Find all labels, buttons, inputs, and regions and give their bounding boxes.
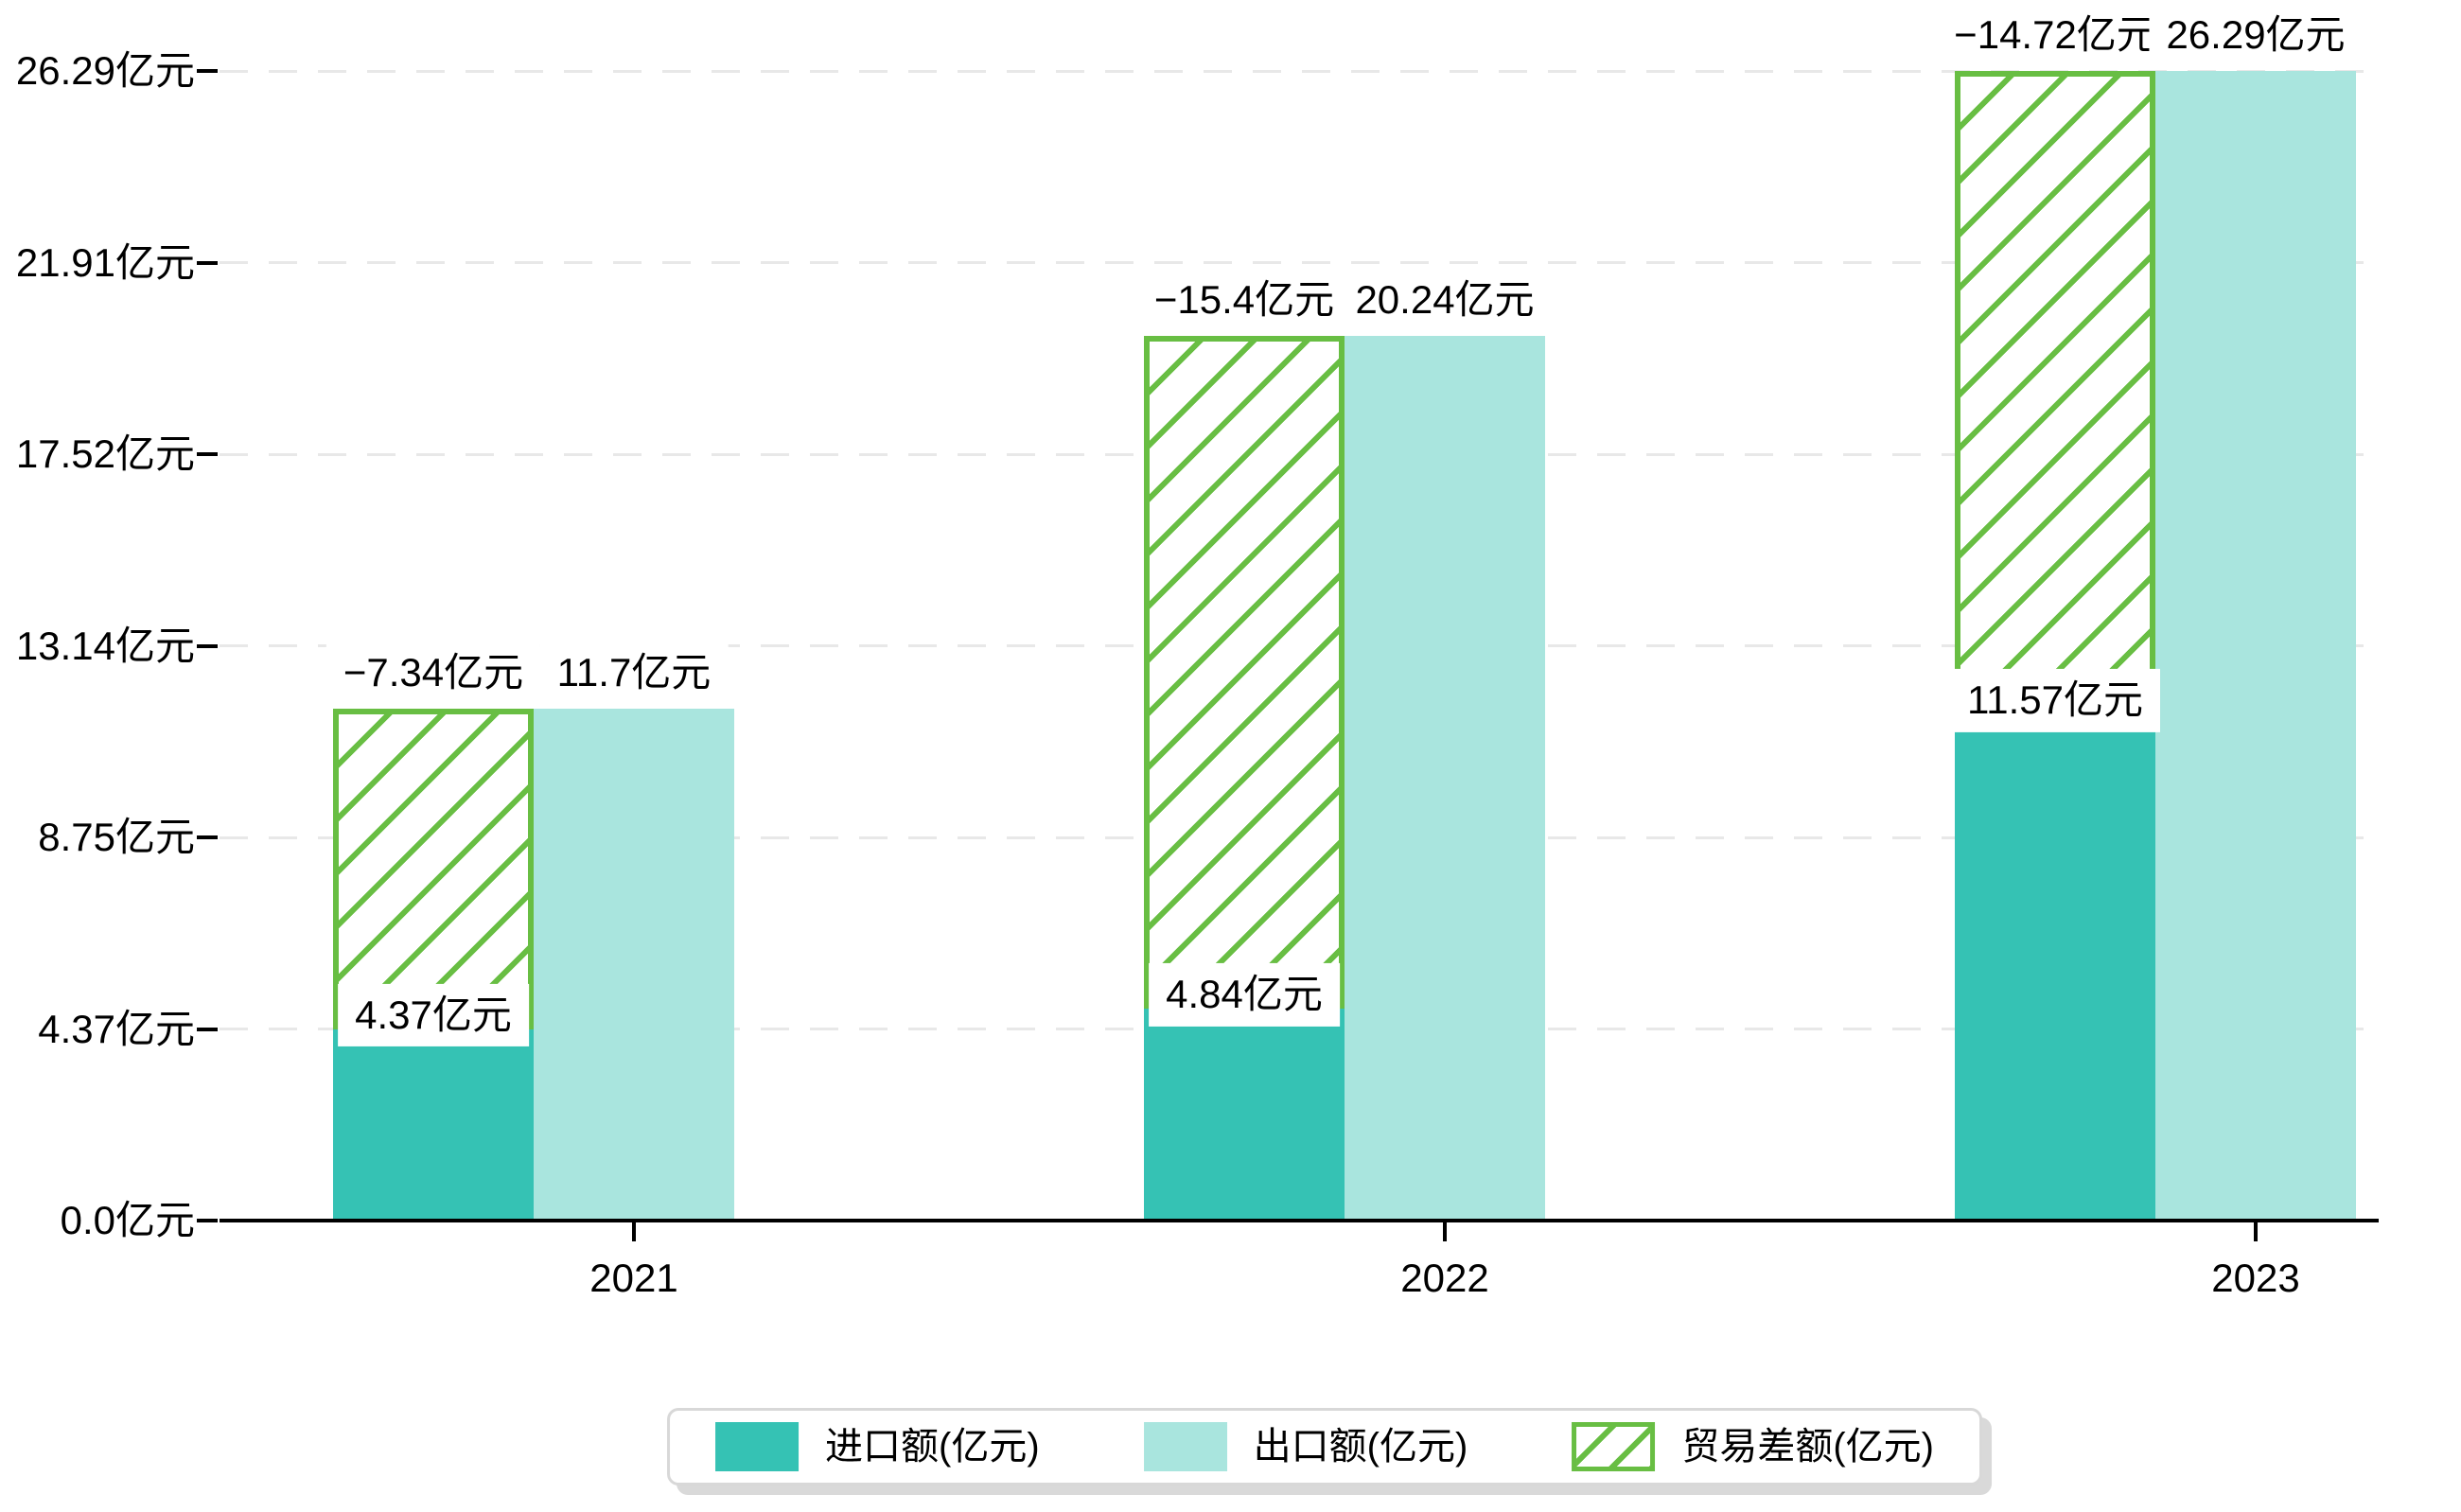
legend-item-export: 出口额(亿元) <box>1143 1422 1468 1471</box>
label-trade-balance: −14.72亿元 <box>1937 4 2173 67</box>
legend-item-import: 进口额(亿元) <box>715 1422 1040 1471</box>
label-export: 20.24亿元 <box>1338 268 1552 331</box>
x-axis-line <box>220 1219 2379 1222</box>
y-tick-mark <box>197 835 218 840</box>
label-import: 11.57亿元 <box>1950 669 2160 732</box>
y-tick-label: 8.75亿元 <box>38 815 195 860</box>
x-tick-mark <box>1443 1222 1447 1241</box>
gridline <box>220 261 2379 265</box>
y-tick-mark <box>197 1027 218 1031</box>
y-tick-label: 26.29亿元 <box>15 48 195 94</box>
y-tick-label: 21.91亿元 <box>15 239 195 285</box>
label-export: 26.29亿元 <box>2149 4 2363 67</box>
bar-import <box>1144 1009 1345 1221</box>
y-tick-mark <box>197 643 218 648</box>
legend-item-trade-balance: 贸易差额(亿元) <box>1572 1422 1934 1471</box>
y-tick-mark <box>197 260 218 265</box>
label-trade-balance: −15.4亿元 <box>1136 268 1352 331</box>
legend-label-export: 出口额(亿元) <box>1253 1426 1468 1468</box>
x-tick-label: 2022 <box>1400 1256 1489 1300</box>
x-tick-mark <box>632 1222 636 1241</box>
gridline <box>220 69 2379 73</box>
y-tick-label: 13.14亿元 <box>15 623 195 668</box>
legend-swatch-import <box>715 1422 800 1471</box>
label-export: 11.7亿元 <box>539 642 729 705</box>
y-tick-mark <box>197 452 218 457</box>
x-tick-label: 2023 <box>2211 1256 2300 1300</box>
legend-label-trade-balance: 贸易差额(亿元) <box>1681 1426 1934 1468</box>
legend: 进口额(亿元) 出口额(亿元) 贸易差额(亿元) <box>667 1408 1982 1486</box>
bar-trade-balance <box>1955 71 2155 715</box>
x-tick-label: 2021 <box>589 1256 678 1300</box>
bar-trade-balance <box>333 708 534 1030</box>
label-import: 4.37亿元 <box>338 984 529 1047</box>
label-trade-balance: −7.34亿元 <box>325 641 541 705</box>
bar-trade-balance <box>1144 335 1345 1010</box>
y-tick-mark <box>197 1219 218 1222</box>
label-import: 4.84亿元 <box>1149 963 1340 1027</box>
bar-import <box>333 1029 534 1221</box>
y-tick-label: 0.0亿元 <box>60 1198 195 1242</box>
y-tick-label: 4.37亿元 <box>38 1006 195 1051</box>
bar-export <box>2155 71 2356 1221</box>
bar-export <box>1345 335 1545 1221</box>
legend-swatch-trade-balance <box>1572 1422 1656 1471</box>
legend-label-import: 进口额(亿元) <box>825 1426 1040 1468</box>
bar-import <box>1955 714 2155 1221</box>
x-tick-mark <box>2254 1222 2258 1241</box>
y-tick-label: 17.52亿元 <box>15 431 195 477</box>
y-tick-mark <box>197 69 218 74</box>
legend-swatch-export <box>1143 1422 1227 1471</box>
bar-export <box>534 709 734 1221</box>
